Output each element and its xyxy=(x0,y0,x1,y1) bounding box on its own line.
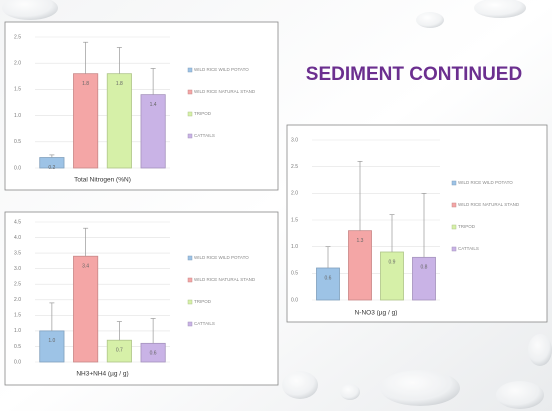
chart: 0.0 0.5 1.0 1.5 2.0 2.5 3.0 0.6 WILD RICE WILD P… xyxy=(287,125,547,322)
legend-swatch xyxy=(452,247,456,251)
legend-swatch xyxy=(188,256,192,260)
x-axis-label: NH3+NH4 (µg / g) xyxy=(76,371,128,378)
y-tick-label: 3.5 xyxy=(14,250,21,256)
legend-swatch xyxy=(188,322,192,326)
legend-swatch xyxy=(188,112,192,116)
slide: SEDIMENT CONTINUED 0.0 0.5 1.0 1.5 2.0 2.5 0.2… xyxy=(0,0,552,411)
bar xyxy=(73,74,97,168)
y-tick-label: 0.0 xyxy=(14,359,21,365)
legend-label: CATTAILS xyxy=(458,246,479,251)
legend-label: WILD RICE WILD POTATO xyxy=(194,67,249,72)
legend-label: WILD RICE NATURAL STAND xyxy=(194,277,256,282)
legend-label: WILD RICE WILD POTATO xyxy=(458,180,513,185)
y-tick-label: 0.5 xyxy=(14,139,21,145)
legend-swatch xyxy=(188,300,192,304)
legend-label: TRIPOD xyxy=(458,224,476,229)
legend-label: WILD RICE NATURAL STAND xyxy=(194,89,256,94)
legend-label: TRIPOD xyxy=(194,111,212,116)
y-tick-label: 1.0 xyxy=(291,244,298,250)
y-tick-label: 0.0 xyxy=(14,165,21,171)
y-tick-label: 4.5 xyxy=(14,219,21,225)
legend-label: CATTAILS xyxy=(194,321,215,326)
legend-swatch xyxy=(188,278,192,282)
data-label: 3.4 xyxy=(82,264,89,270)
y-tick-label: 2.0 xyxy=(14,61,21,67)
legend-swatch xyxy=(188,68,192,72)
bar xyxy=(316,268,339,300)
y-tick-label: 4.0 xyxy=(14,235,21,241)
data-label: 1.8 xyxy=(116,81,123,87)
page: {"title": "SEDIMENT CONTINUED", "chart_d… xyxy=(0,0,552,411)
data-label: 1.4 xyxy=(150,102,157,108)
y-tick-label: 0.5 xyxy=(14,344,21,350)
data-label: 1.8 xyxy=(82,81,89,87)
y-tick-label: 2.5 xyxy=(14,282,21,288)
legend-swatch xyxy=(452,225,456,229)
y-tick-label: 2.5 xyxy=(291,164,298,170)
y-tick-label: 2.0 xyxy=(291,191,298,197)
slide-title: SEDIMENT CONTINUED xyxy=(306,64,522,85)
y-tick-label: 1.0 xyxy=(14,113,21,119)
bar xyxy=(73,256,97,362)
bar xyxy=(40,331,64,362)
bar xyxy=(107,74,131,168)
legend-label: TRIPOD xyxy=(194,299,212,304)
y-tick-label: 2.5 xyxy=(14,34,21,40)
legend-swatch xyxy=(188,90,192,94)
y-tick-label: 1.0 xyxy=(14,328,21,334)
y-tick-label: 0.5 xyxy=(291,271,298,277)
chart: 0.0 0.5 1.0 1.5 2.0 2.5 0.2 WILD RICE WILD POTA… xyxy=(5,22,278,190)
data-label: 1.0 xyxy=(48,338,55,344)
data-label: 0.2 xyxy=(48,165,55,171)
y-tick-label: 2.0 xyxy=(14,297,21,303)
y-tick-label: 1.5 xyxy=(291,217,298,223)
legend-label: WILD RICE NATURAL STAND xyxy=(458,202,520,207)
data-label: 1.3 xyxy=(357,238,364,244)
x-axis-label: Total Nitrogen (%N) xyxy=(74,177,131,184)
chart: 0.0 0.5 1.0 1.5 2.0 2.5 3.0 3.5 4.0 4.5 1.0 WILD RI… xyxy=(5,212,278,385)
legend-swatch xyxy=(188,134,192,138)
data-label: 0.6 xyxy=(150,351,157,357)
legend-swatch xyxy=(452,203,456,207)
data-label: 0.7 xyxy=(116,348,123,354)
data-label: 0.8 xyxy=(421,265,428,271)
data-label: 0.6 xyxy=(325,275,332,281)
data-label: 0.9 xyxy=(389,259,396,265)
y-tick-label: 1.5 xyxy=(14,87,21,93)
legend-label: WILD RICE WILD POTATO xyxy=(194,255,249,260)
y-tick-label: 0.0 xyxy=(291,297,298,303)
legend-swatch xyxy=(452,181,456,185)
y-tick-label: 3.0 xyxy=(14,266,21,272)
y-tick-label: 3.0 xyxy=(291,137,298,143)
legend-label: CATTAILS xyxy=(194,133,215,138)
x-axis-label: N-NO3 (µg / g) xyxy=(355,310,398,317)
y-tick-label: 1.5 xyxy=(14,313,21,319)
